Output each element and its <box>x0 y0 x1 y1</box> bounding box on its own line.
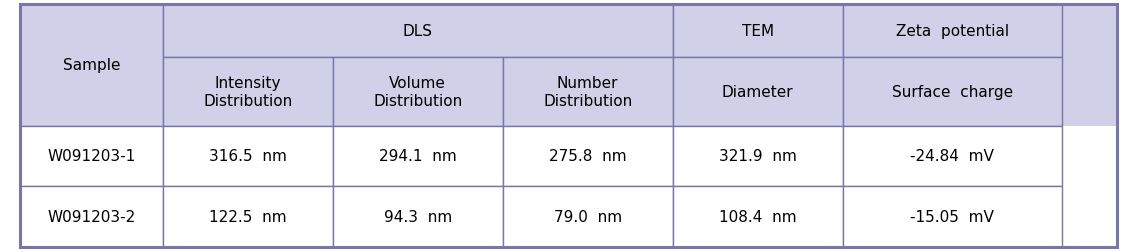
Bar <box>503 126 673 187</box>
Bar <box>20 187 1117 247</box>
Text: Sample: Sample <box>63 58 121 73</box>
Text: W091203-1: W091203-1 <box>48 149 135 164</box>
Text: 79.0  nm: 79.0 nm <box>554 210 622 225</box>
Text: Volume
Distribution: Volume Distribution <box>373 76 463 108</box>
Bar <box>163 5 673 58</box>
Text: Diameter: Diameter <box>722 84 794 100</box>
Bar <box>163 187 333 247</box>
Text: Zeta  potential: Zeta potential <box>896 24 1009 39</box>
Bar <box>673 187 843 247</box>
Text: 122.5  nm: 122.5 nm <box>209 210 287 225</box>
Bar <box>843 5 1062 58</box>
Bar <box>503 58 673 126</box>
Text: Surface  charge: Surface charge <box>891 84 1013 100</box>
Bar <box>163 126 333 187</box>
Bar <box>163 58 333 126</box>
Text: DLS: DLS <box>402 24 433 39</box>
Bar <box>673 126 843 187</box>
Text: 94.3  nm: 94.3 nm <box>383 210 451 225</box>
Text: Number
Distribution: Number Distribution <box>543 76 632 108</box>
Text: -15.05  mV: -15.05 mV <box>911 210 994 225</box>
Bar <box>20 126 163 187</box>
Bar <box>333 58 503 126</box>
Text: W091203-2: W091203-2 <box>48 210 135 225</box>
Bar <box>333 187 503 247</box>
Bar <box>673 5 843 58</box>
Bar <box>20 126 1117 187</box>
Text: 321.9  nm: 321.9 nm <box>719 149 797 164</box>
Bar <box>20 187 163 247</box>
Text: -24.84  mV: -24.84 mV <box>911 149 994 164</box>
Text: 316.5  nm: 316.5 nm <box>209 149 287 164</box>
Text: Intensity
Distribution: Intensity Distribution <box>204 76 292 108</box>
Bar <box>673 58 843 126</box>
Text: 294.1  nm: 294.1 nm <box>379 149 457 164</box>
Bar <box>503 187 673 247</box>
Text: 275.8  nm: 275.8 nm <box>549 149 626 164</box>
Bar <box>20 5 1117 126</box>
Text: TEM: TEM <box>741 24 773 39</box>
Bar <box>843 187 1062 247</box>
Bar <box>843 126 1062 187</box>
Bar <box>20 5 163 126</box>
Bar <box>333 126 503 187</box>
Bar <box>843 58 1062 126</box>
Text: 108.4  nm: 108.4 nm <box>719 210 796 225</box>
